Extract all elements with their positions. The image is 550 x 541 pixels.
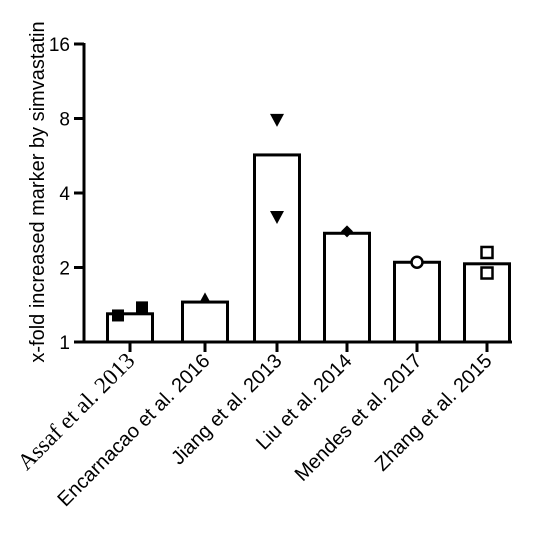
bars: [106, 153, 511, 344]
data-point: [270, 113, 284, 127]
y-tick-label: 4: [59, 184, 70, 205]
y-tick-label: 2: [59, 259, 70, 280]
y-tick-label: 8: [59, 110, 70, 131]
data-point: [480, 245, 494, 260]
data-point: [341, 225, 353, 238]
y-tick-label: 1: [59, 333, 70, 354]
bar: [393, 260, 441, 344]
x-tick-label: Mendes et al. 2017: [291, 350, 427, 486]
data-point: [410, 255, 424, 270]
data-point: [270, 210, 284, 224]
y-tick-label: 16: [49, 35, 70, 56]
bar: [253, 153, 301, 344]
data-point: [112, 309, 124, 322]
y-axis-label: x-fold increased marker by simvastatin: [27, 21, 49, 362]
data-point: [136, 301, 148, 314]
data-point: [199, 292, 211, 304]
x-tick-label: Zhang et al. 2015: [371, 350, 497, 476]
bar: [323, 231, 371, 344]
bar: [181, 300, 229, 344]
data-points: [112, 113, 494, 322]
y-axis: 1 2 4 8 16: [49, 35, 86, 354]
data-point: [480, 266, 494, 280]
